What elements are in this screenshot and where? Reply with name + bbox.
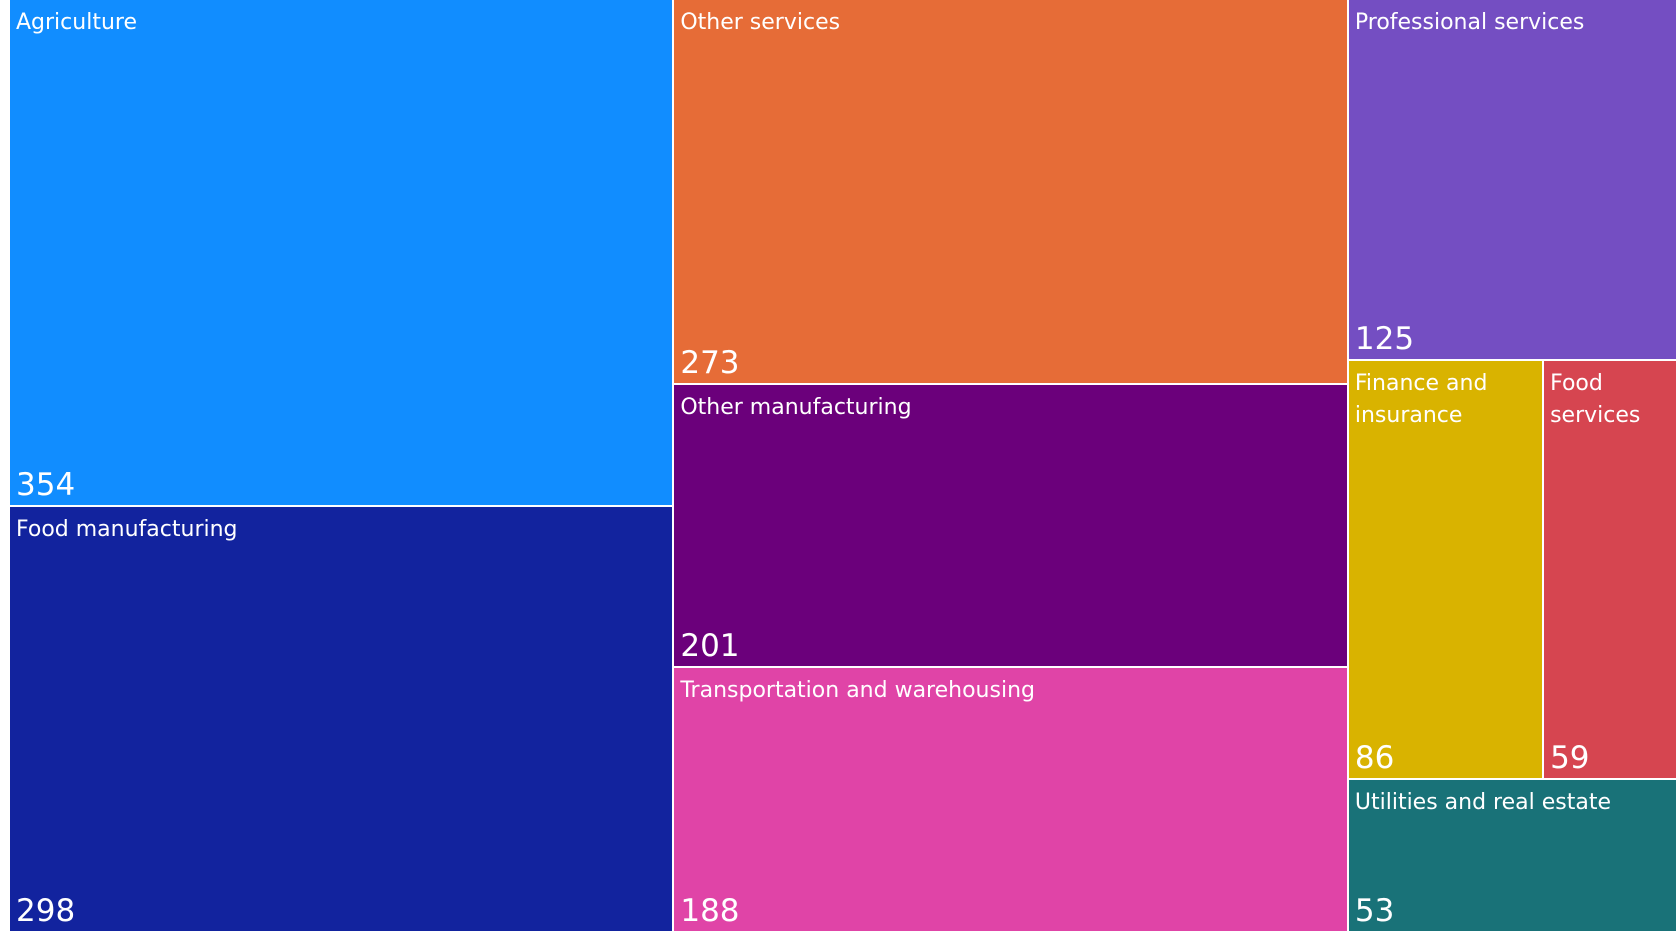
- tile-value: 201: [680, 628, 740, 665]
- tile-value: 125: [1354, 321, 1415, 358]
- tile-label: Transportation and warehousing: [680, 678, 1035, 704]
- tile-transportation-and-warehousing[interactable]: Transportation and warehousing 188: [674, 668, 1347, 931]
- tile-value: 53: [1354, 892, 1395, 929]
- tile-value: 188: [680, 892, 740, 929]
- tile-label: Utilities and real estate: [1354, 789, 1612, 815]
- tile-agriculture[interactable]: Agriculture 354: [10, 0, 673, 505]
- tile-value: 86: [1354, 739, 1395, 776]
- tile-label: Other services: [680, 10, 841, 35]
- tile-label: Professional services: [1354, 10, 1585, 35]
- tile-food-services[interactable]: Food services 59: [1544, 361, 1676, 778]
- tile-other-manufacturing[interactable]: Other manufacturing 201: [674, 384, 1347, 667]
- tile-value: 59: [1550, 739, 1590, 776]
- tile-finance-and-insurance[interactable]: Finance and insurance 86: [1348, 361, 1543, 778]
- tile-label: Agriculture: [16, 10, 137, 35]
- tile-label: Food manufacturing: [16, 516, 238, 542]
- tile-other-services[interactable]: Other services 273: [674, 0, 1347, 383]
- tile-utilities-and-real-estate[interactable]: Utilities and real estate 53: [1348, 779, 1676, 931]
- tile-label: Other manufacturing: [680, 394, 912, 420]
- tile-label: Food services: [1550, 371, 1641, 429]
- tile-food-manufacturing[interactable]: Food manufacturing 298: [10, 506, 673, 931]
- tile-value: 273: [680, 344, 740, 381]
- tile-value: 298: [16, 892, 76, 929]
- tile-professional-services[interactable]: Professional services 125: [1348, 0, 1676, 360]
- tile-label: Finance and insurance: [1354, 371, 1488, 429]
- tile-value: 354: [16, 466, 76, 503]
